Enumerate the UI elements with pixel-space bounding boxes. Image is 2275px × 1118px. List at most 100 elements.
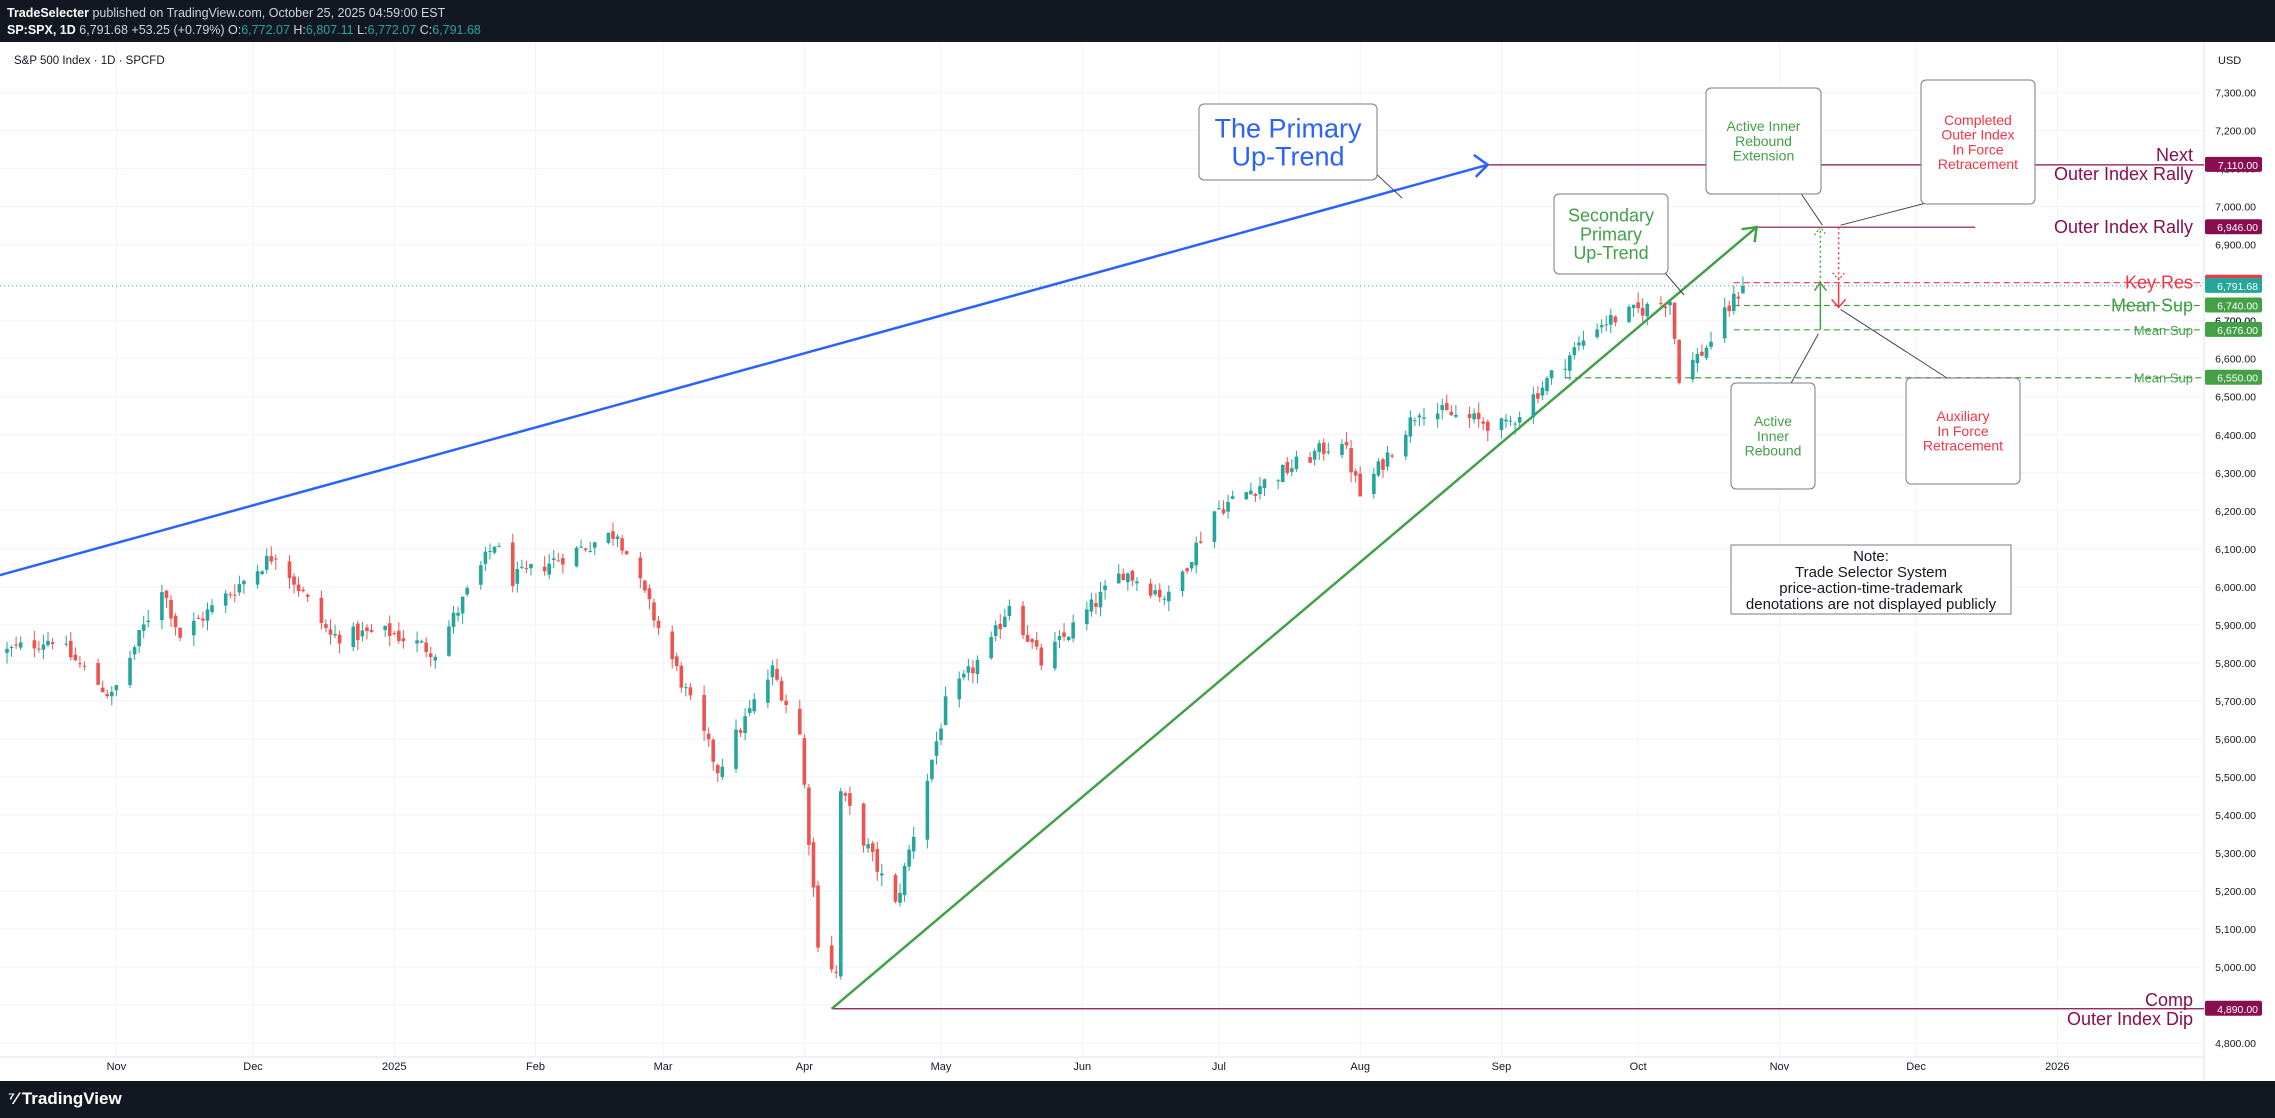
candle-body bbox=[424, 642, 428, 653]
price-tick-label: 6,100.00 bbox=[2215, 544, 2256, 556]
candle-body bbox=[1290, 468, 1294, 472]
note-box: Note:Trade Selector Systemprice-action-t… bbox=[1730, 544, 2012, 615]
candle-body bbox=[1640, 307, 1645, 316]
candle-body bbox=[1440, 405, 1445, 411]
candle-body bbox=[1217, 508, 1221, 510]
low-value: 6,772.07 bbox=[367, 23, 417, 37]
candle-body bbox=[1007, 605, 1012, 617]
candle-body bbox=[1609, 314, 1613, 325]
candle-body bbox=[1053, 641, 1057, 669]
candle-body bbox=[324, 624, 328, 628]
candle-body bbox=[1385, 452, 1390, 467]
completed-retracement-callout-text: Completed bbox=[1944, 112, 2012, 128]
price-tag-bg bbox=[2205, 297, 2262, 313]
price-tick-label: 7,000.00 bbox=[2215, 202, 2256, 214]
ohlc-line: SP:SPX, 1D 6,791.68 +53.25 (+0.79%) O:6,… bbox=[7, 23, 481, 37]
candle-body bbox=[1454, 414, 1458, 417]
candle-body bbox=[1226, 501, 1230, 512]
published-info: published on TradingView.com, October 25… bbox=[89, 6, 446, 20]
note-text: Trade Selector System bbox=[1795, 564, 1947, 581]
candle-body bbox=[1276, 480, 1280, 482]
candles bbox=[5, 276, 1745, 980]
candle-body bbox=[383, 625, 387, 631]
candle-body bbox=[734, 729, 738, 769]
candle-body bbox=[305, 594, 310, 597]
candle-body bbox=[1039, 647, 1044, 666]
candle-body bbox=[1659, 302, 1663, 304]
currency-label[interactable]: USD bbox=[2218, 55, 2241, 67]
candle-body bbox=[351, 626, 356, 648]
candle-body bbox=[1577, 342, 1581, 346]
publisher-line: TradeSelecter published on TradingView.c… bbox=[7, 6, 445, 20]
candle-body bbox=[1098, 591, 1103, 608]
candle-body bbox=[128, 657, 132, 686]
candle-body bbox=[1212, 511, 1217, 542]
candle-body bbox=[1422, 417, 1426, 419]
candle-body bbox=[930, 759, 934, 780]
candle-body bbox=[1727, 305, 1732, 312]
candle-body bbox=[1344, 441, 1349, 446]
candle-body bbox=[1121, 573, 1126, 581]
candle-body bbox=[1376, 461, 1381, 476]
price-tag: 6,740.00 bbox=[2205, 297, 2262, 313]
candle-body bbox=[64, 643, 69, 645]
candle-body bbox=[1230, 496, 1235, 499]
candle-body bbox=[1153, 590, 1157, 595]
candle-body bbox=[1285, 462, 1290, 473]
candle-body bbox=[652, 602, 656, 621]
candle-body bbox=[1549, 370, 1554, 379]
candle-body bbox=[679, 665, 684, 688]
candle-body bbox=[975, 659, 980, 675]
candle-body bbox=[1508, 420, 1513, 422]
candle-body bbox=[579, 546, 583, 548]
candle-body bbox=[643, 580, 647, 591]
candle-body bbox=[1198, 541, 1203, 543]
time-tick-label: Mar bbox=[654, 1061, 673, 1073]
candle-body bbox=[638, 557, 643, 579]
auxiliary-retracement-callout-text: Auxiliary bbox=[1937, 408, 1990, 424]
candle-body bbox=[1280, 465, 1285, 483]
open-value: 6,772.07 bbox=[241, 23, 290, 37]
price-tick-label: 6,200.00 bbox=[2215, 506, 2256, 518]
price-tick-label: 5,700.00 bbox=[2215, 696, 2256, 708]
candle-body bbox=[205, 609, 210, 621]
candle-body bbox=[1372, 473, 1376, 495]
candle-body bbox=[1636, 302, 1640, 309]
candle-body bbox=[1358, 473, 1363, 497]
candle-body bbox=[387, 623, 392, 637]
price-tick-label: 5,200.00 bbox=[2215, 886, 2256, 898]
candle-body bbox=[1545, 378, 1549, 392]
completed-retracement-callout-pointer bbox=[1840, 201, 1931, 226]
level-label: Mean Sup bbox=[2134, 371, 2193, 386]
candle-body bbox=[178, 627, 182, 638]
price-tag-bg bbox=[2205, 321, 2262, 337]
candle-body bbox=[1672, 302, 1677, 339]
candle-body bbox=[137, 629, 141, 647]
publisher-name[interactable]: TradeSelecter bbox=[7, 6, 89, 20]
candle-body bbox=[674, 656, 679, 667]
candle-body bbox=[465, 588, 469, 595]
time-axis[interactable]: Nov Dec 2025 Feb Mar Apr May Jun Jul Aug Sep Oct Nov… bbox=[107, 1061, 2070, 1073]
close-value: 6,791.68 bbox=[432, 23, 481, 37]
candle-body bbox=[848, 793, 852, 806]
secondary-uptrend-callout-box bbox=[1553, 193, 1669, 275]
tradingview-logo[interactable]: ⁷⁄ TradingView bbox=[8, 1089, 122, 1109]
candle-body bbox=[14, 644, 18, 646]
candle-body bbox=[911, 836, 916, 852]
price-tag: 6,676.00 bbox=[2205, 321, 2262, 337]
candle-body bbox=[893, 875, 898, 902]
candle-body bbox=[73, 654, 78, 661]
candle-body bbox=[328, 629, 333, 635]
candle-body bbox=[1353, 471, 1358, 476]
candle-body bbox=[1167, 591, 1171, 602]
candle-body bbox=[173, 615, 178, 628]
price-tick-label: 7,200.00 bbox=[2215, 126, 2256, 138]
symbol-label: SP:SPX, 1D bbox=[7, 23, 76, 37]
rebound-extension-callout-pointer bbox=[1799, 191, 1823, 226]
completed-retracement-callout-text: In Force bbox=[1952, 141, 2004, 157]
legend-title: S&P 500 Index · 1D · SPCFD bbox=[14, 55, 165, 67]
